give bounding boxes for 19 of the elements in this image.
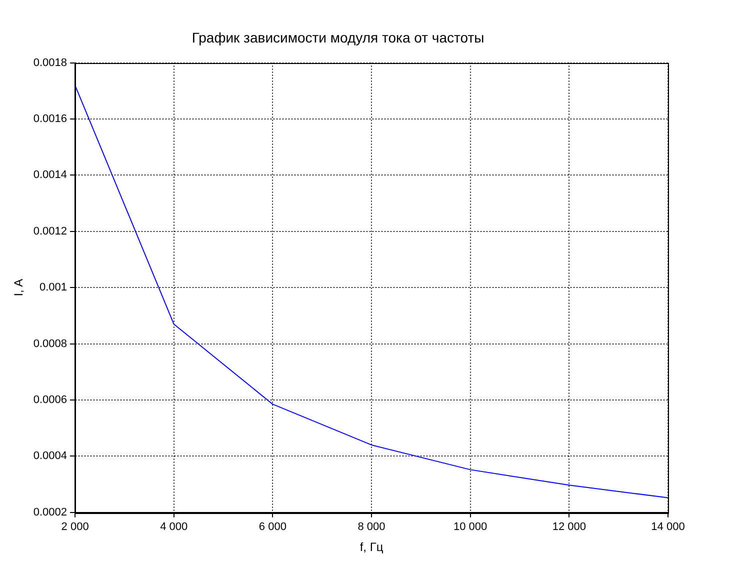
x-tick-label: 14 000 [651,521,685,534]
y-tick-label: 0.0014 [33,169,68,182]
x-tick-label: 6 000 [258,521,286,534]
y-tick-label: 0.001 [40,282,68,294]
y-tick-label: 0.0018 [33,56,68,69]
x-tick-label: 12 000 [552,521,586,534]
y-tick-label: 0.0016 [33,113,68,126]
x-tick-label: 4 000 [160,521,188,534]
x-axis-title: f, Гц [360,540,384,554]
x-tick-label: 8 000 [358,521,386,534]
y-tick-label: 0.0008 [33,338,68,350]
y-tick-label: 0.0004 [33,450,68,462]
y-axis-title: I, A [12,278,26,296]
x-tick-label: 2 000 [61,521,89,534]
chart-title: График зависимости модуля тока от частоты [192,29,484,46]
x-tick-label: 10 000 [454,521,488,534]
y-tick-label: 0.0012 [33,225,68,238]
y-tick-label: 0.0006 [33,394,68,406]
y-tick-label: 0.0002 [33,506,68,518]
